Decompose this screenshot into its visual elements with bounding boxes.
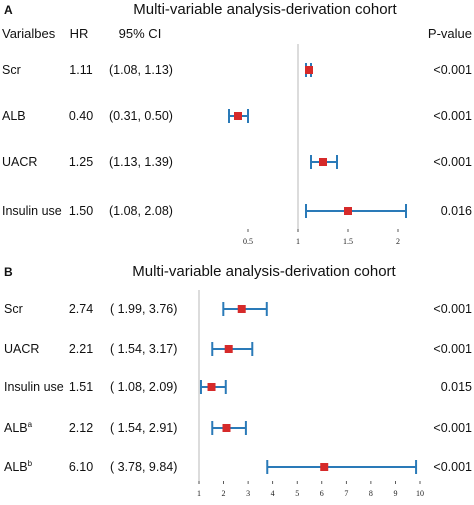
panel-a-hr-marker	[305, 66, 313, 74]
panel-a: A Multi-variable analysis-derivation coh…	[2, 1, 472, 246]
panel-a-row-variable: ALB	[2, 109, 26, 123]
panel-b-row-variable: ALBb	[4, 459, 33, 474]
panel-a-title: Multi-variable analysis-derivation cohor…	[133, 1, 397, 18]
panel-b-row-hr: 1.51	[69, 380, 93, 394]
panel-a-row-hr: 1.11	[69, 63, 92, 77]
panel-a-row-p: <0.001	[433, 109, 472, 123]
panel-b-tick-label: 4	[271, 489, 275, 498]
panel-b-title: Multi-variable analysis-derivation cohor…	[132, 263, 396, 280]
panel-b-hr-marker	[320, 463, 329, 471]
panel-b-row-p: <0.001	[433, 302, 472, 316]
panel-b-row-variable: ALBa	[4, 420, 33, 435]
panel-a-row-p: <0.001	[433, 155, 472, 169]
panel-a-row-hr: 1.50	[69, 204, 93, 218]
panel-b-rows: Scr 2.74 ( 1.99, 3.76) <0.001 UACR 2.21 ( 1.54…	[4, 302, 472, 474]
panel-b-label: B	[4, 265, 13, 279]
panel-a-rows: Scr 1.11 (1.08, 1.13) <0.001 ALB 0.40 (0.31, 0…	[2, 63, 472, 218]
panel-b-row-ci: ( 1.08, 2.09)	[110, 380, 177, 394]
panel-b-hr-marker	[237, 305, 246, 313]
panel-a-row-ci: (1.13, 1.39)	[109, 155, 173, 169]
panel-b-tick-label: 9	[393, 489, 397, 498]
panel-a-tick-label: 0.5	[243, 237, 253, 246]
panel-a-row-p: <0.001	[433, 63, 472, 77]
panel-b-row-ci: ( 1.54, 2.91)	[110, 421, 177, 435]
panel-b-row-hr: 2.21	[69, 342, 93, 356]
panel-a-hr-marker	[319, 158, 327, 166]
panel-a-row-ci: (0.31, 0.50)	[109, 109, 173, 123]
panel-b-tick-label: 3	[246, 489, 250, 498]
panel-b-hr-marker	[224, 345, 233, 353]
panel-b-row-variable: UACR	[4, 342, 39, 356]
panel-a-header-p: P-value	[428, 26, 472, 41]
panel-a-plot-area: 0.5 1 1.5 2	[228, 44, 407, 246]
panel-a-row-variable: UACR	[2, 155, 37, 169]
panel-b-row-p: <0.001	[433, 421, 472, 435]
panel-b-hr-marker	[207, 383, 216, 391]
panel-a-tick-label: 2	[396, 237, 400, 246]
panel-b-row-p: <0.001	[433, 460, 472, 474]
panel-b-row-superscript: a	[28, 420, 33, 429]
panel-b-row-hr: 2.74	[69, 302, 93, 316]
panel-a-row-ci: (1.08, 1.13)	[109, 63, 173, 77]
panel-b: B Multi-variable analysis-derivation coh…	[4, 263, 472, 498]
panel-b-tick-label: 5	[295, 489, 299, 498]
panel-b-row-ci: ( 3.78, 9.84)	[110, 460, 177, 474]
panel-a-row-variable: Scr	[2, 63, 21, 77]
panel-b-row-ci: ( 1.54, 3.17)	[110, 342, 177, 356]
panel-b-row-variable: Scr	[4, 302, 23, 316]
panel-b-tick-label: 1	[197, 489, 201, 498]
panel-b-tick-label: 7	[344, 489, 348, 498]
panel-a-row-ci: (1.08, 2.08)	[109, 204, 173, 218]
panel-a-tick-label: 1	[296, 237, 300, 246]
panel-a-header-ci: 95% CI	[119, 26, 162, 41]
panel-b-tick-label: 6	[320, 489, 324, 498]
panel-a-tick-label: 1.5	[343, 237, 353, 246]
panel-b-hr-marker	[222, 424, 231, 432]
panel-b-tick-label: 10	[416, 489, 424, 498]
panel-b-row-superscript: b	[28, 459, 33, 468]
panel-a-header-variable: Varialbes	[2, 26, 56, 41]
panel-a-row-hr: 1.25	[69, 155, 93, 169]
panel-b-row-variable: Insulin use	[4, 380, 64, 394]
panel-a-hr-marker	[344, 207, 352, 215]
panel-b-row-p: 0.015	[441, 380, 472, 394]
panel-b-row-p: <0.001	[433, 342, 472, 356]
panel-b-row-hr: 2.12	[69, 421, 93, 435]
panel-a-row-variable: Insulin use	[2, 204, 62, 218]
panel-b-tick-label: 2	[222, 489, 226, 498]
panel-a-label: A	[4, 3, 13, 17]
panel-b-row-ci: ( 1.99, 3.76)	[110, 302, 177, 316]
panel-a-hr-marker	[234, 112, 242, 120]
panel-a-row-p: 0.016	[441, 204, 472, 218]
panel-a-row-hr: 0.40	[69, 109, 93, 123]
panel-b-row-hr: 6.10	[69, 460, 93, 474]
panel-b-tick-label: 8	[369, 489, 373, 498]
panel-a-header-hr: HR	[70, 26, 89, 41]
panel-b-plot-area: 1 2 3 4 5 6 7 8 9 10	[197, 290, 424, 498]
